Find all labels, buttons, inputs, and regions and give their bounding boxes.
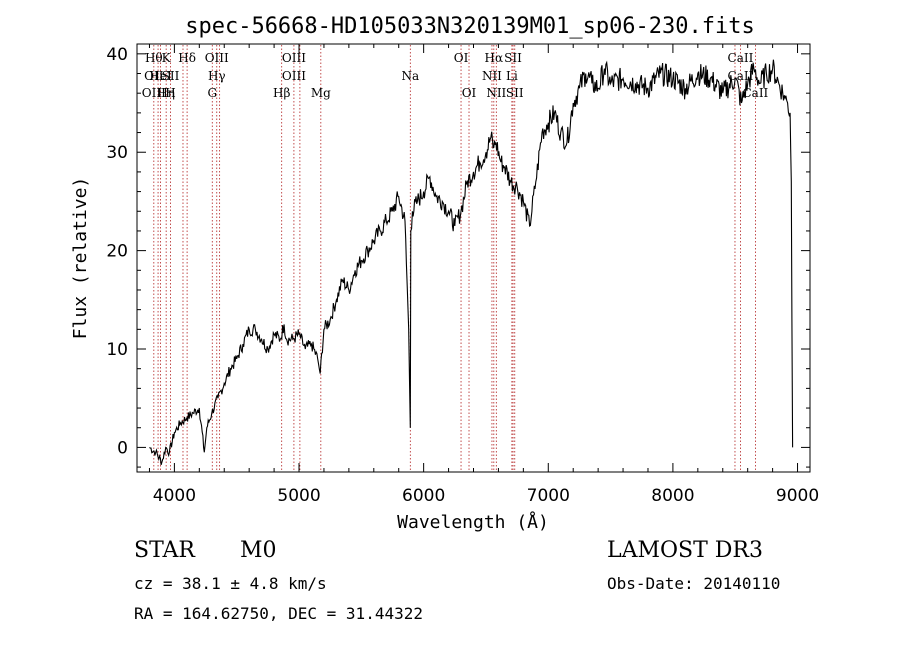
line-label-8542-1: CaII <box>728 69 754 83</box>
spectrum-line <box>149 59 794 466</box>
line-label-8662-2: CaII <box>742 86 768 100</box>
line-label-6717-0: SII <box>504 51 522 65</box>
line-label-8542-0: CaII <box>728 51 754 65</box>
spectrum-chart: spec-56668-HD105033N320139M01_sp06-230.f… <box>70 14 819 533</box>
line-label-3934-2: Hη <box>157 86 175 100</box>
line-label-3835-1: OII <box>144 69 164 83</box>
line-label-3934-0: K <box>162 51 172 65</box>
line-label-3969-1: SII <box>162 69 180 83</box>
line-label-5893-1: Na <box>401 69 419 83</box>
y-axis-ticks: 0 10 20 30 40 <box>106 45 810 468</box>
x-axis-ticks: 4000 5000 6000 7000 8000 9000 <box>148 44 819 506</box>
y-tick-label: 40 <box>106 45 128 65</box>
line-label-3969-2: H <box>165 86 175 100</box>
line-label-6364-2: OI <box>462 86 477 100</box>
line-label-3835-0: Hθ <box>145 51 163 65</box>
line-label-6731-2: SII <box>506 86 524 100</box>
plot-frame <box>136 43 811 473</box>
x-tick-label: 7000 <box>527 486 570 506</box>
line-label-4340-1: Hγ <box>208 69 226 83</box>
line-label-6708-1: Li <box>506 69 518 83</box>
observation-date: Obs-Date: 20140110 <box>607 574 781 593</box>
x-tick-label: 5000 <box>277 486 320 506</box>
x-tick-label: 6000 <box>402 486 445 506</box>
line-label-4340-0: OIII <box>205 51 229 65</box>
line-label-6548-1: NII <box>482 69 502 83</box>
y-tick-label: 30 <box>106 143 128 163</box>
line-label-6563-0: Hα <box>485 51 504 65</box>
line-label-4959-1: OIII <box>282 69 306 83</box>
line-label-5175-2: Mg <box>311 86 331 100</box>
spectral-line-markers <box>153 45 756 471</box>
line-label-4304-2: G <box>207 86 217 100</box>
y-tick-label: 0 <box>117 438 128 458</box>
line-label-4861-2: Hβ <box>273 86 290 100</box>
x-tick-label: 9000 <box>776 486 819 506</box>
line-label-3835-2: OIII <box>142 86 166 100</box>
line-label-4959-0: OIII <box>282 51 306 65</box>
x-tick-label: 4000 <box>153 486 196 506</box>
chart-title: spec-56668-HD105033N320139M01_sp06-230.f… <box>185 14 755 39</box>
object-class: STAR <box>134 538 195 563</box>
survey-name: LAMOST DR3 <box>607 538 763 563</box>
x-tick-label: 8000 <box>651 486 694 506</box>
line-label-3889-1: HeI <box>149 69 172 83</box>
y-tick-label: 20 <box>106 242 128 262</box>
object-subclass: M0 <box>240 538 277 563</box>
coordinates: RA = 164.62750, DEC = 31.44322 <box>134 604 423 623</box>
line-label-4102-0: Hδ <box>178 51 196 65</box>
x-axis-label: Wavelength (Å) <box>397 511 549 533</box>
line-label-6300-0: OI <box>454 51 469 65</box>
spectral-line-labels: Hθ OII OIII HeI K Hη SII H Hδ G OIII Hγ Hβ OIII OIII Mg… <box>142 51 769 100</box>
redshift-velocity: cz = 38.1 ± 4.8 km/s <box>134 574 327 593</box>
line-label-6583-2: NII <box>486 86 506 100</box>
y-tick-label: 10 <box>106 340 128 360</box>
y-axis-label: Flux (relative) <box>70 177 91 340</box>
